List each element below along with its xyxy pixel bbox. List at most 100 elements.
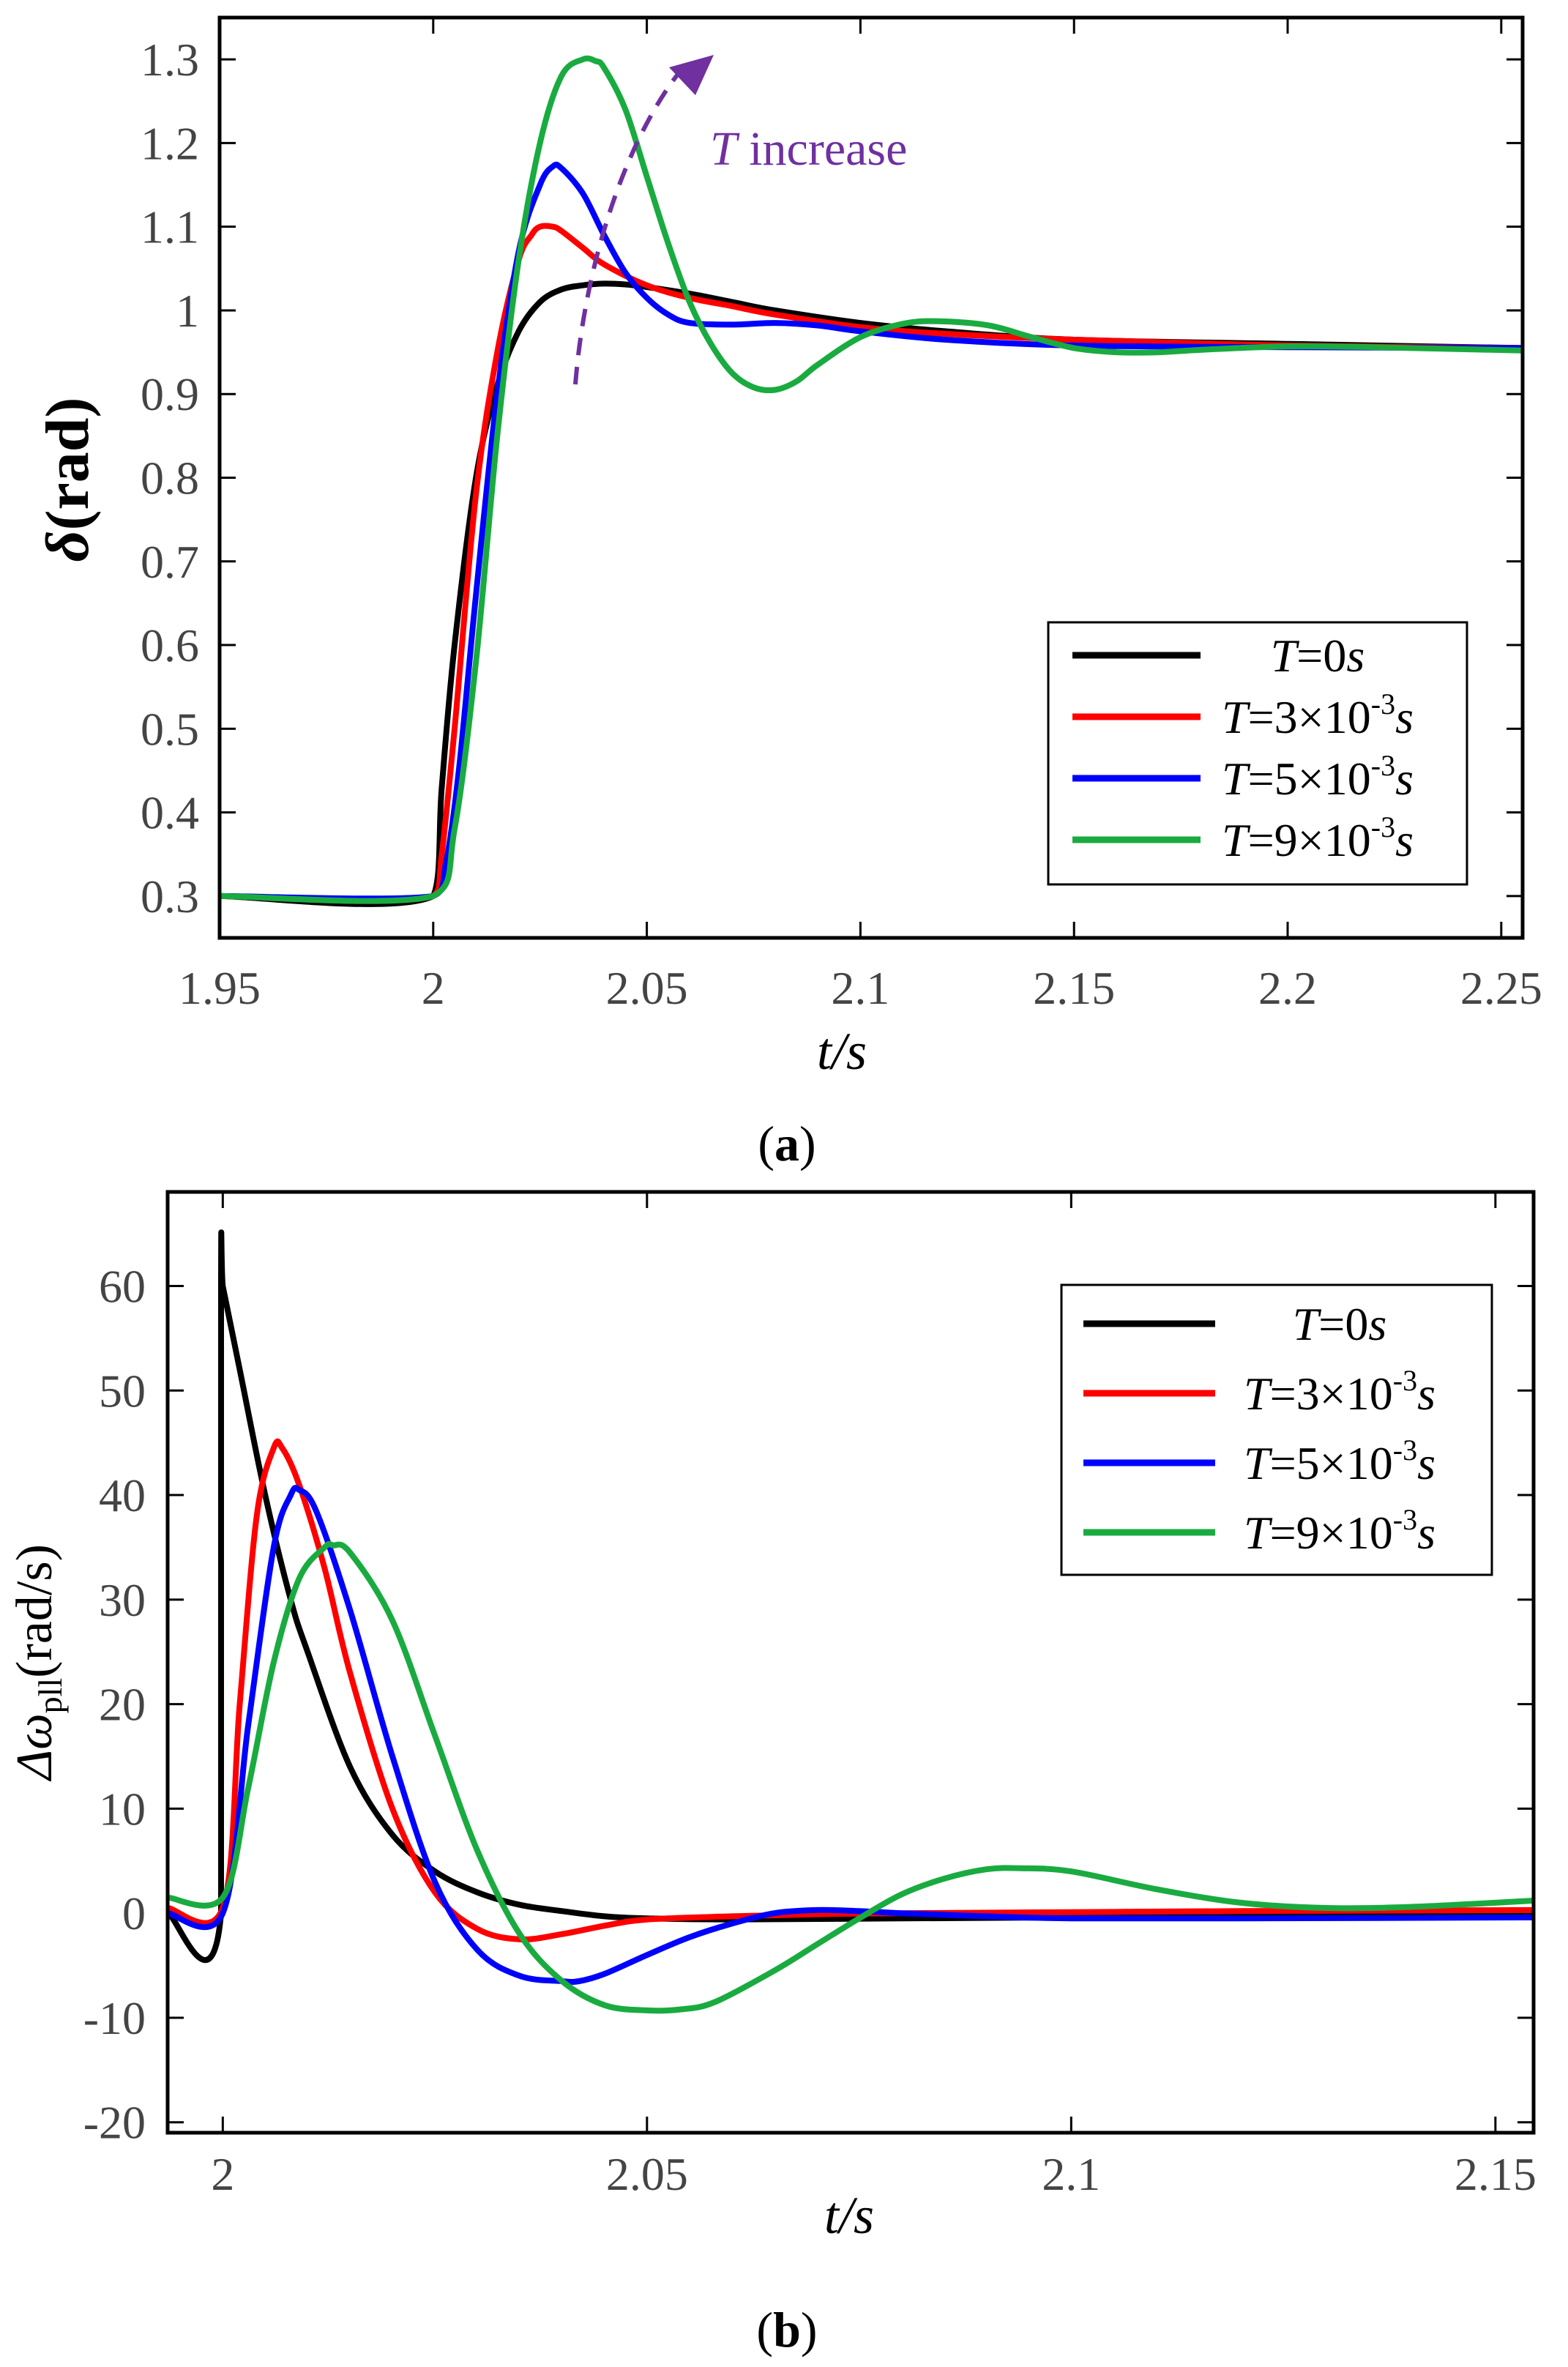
annotation-symbol: T	[710, 122, 740, 176]
y-tick-label: 60	[99, 1261, 146, 1313]
legend-value: =9×10	[1248, 814, 1371, 866]
caption-a: (a)	[758, 1116, 815, 1171]
y-axis-unit-a: (rad)	[34, 398, 102, 531]
y-tick-label: 0.9	[141, 368, 199, 420]
legend-symbol: T	[1244, 1507, 1273, 1559]
legend-symbol: T	[1222, 753, 1251, 805]
legend-value: =3×10	[1270, 1368, 1393, 1420]
series-line-t-9-10-3s	[168, 1540, 1534, 2014]
y-tick-label: 0	[122, 1887, 146, 1939]
series-group-a	[220, 55, 1523, 907]
series-line-t-5-10-3s	[168, 1485, 1534, 1986]
legend-value: =3×10	[1248, 691, 1371, 743]
legend-entry: T=0s	[1293, 1298, 1387, 1350]
y-tick-label: 1.1	[141, 201, 199, 253]
legend-exponent: -3	[1393, 1503, 1417, 1536]
series-line-t-9-10-3s	[220, 55, 1523, 904]
chart-panel-a: 1.95 2 2.05 2.1 2.15 2.2 2.25 0.3 0.4 0.5 0.6 0.7 0.…	[34, 15, 1542, 1171]
legend-entry: T=9×10-3s	[1222, 810, 1414, 866]
x-tick-label: 2.1	[831, 962, 889, 1014]
legend-value: =0	[1318, 1298, 1368, 1350]
series-group-b	[168, 1229, 1534, 2014]
x-tick-label: 2.25	[1460, 962, 1542, 1014]
legend-entry: T=5×10-3s	[1244, 1434, 1436, 1489]
x-tick-label: 2.15	[1033, 962, 1115, 1014]
caption-b-label: b	[773, 2302, 801, 2357]
legend-exponent: -3	[1393, 1434, 1417, 1466]
y-axis-symbol-b: Δω	[7, 1713, 63, 1782]
increase-annotation: T increase	[710, 122, 907, 176]
legend-a: T=0sT=3×10-3sT=5×10-3sT=9×10-3s	[1047, 621, 1468, 886]
y-tick-label: 1.2	[141, 117, 199, 169]
y-tick-label: -10	[83, 1992, 146, 2044]
annotation-text: increase	[737, 122, 908, 176]
y-tick-label: -20	[83, 2097, 146, 2149]
legend-unit: s	[1395, 814, 1414, 866]
y-axis-label-b: Δωpll(rad/s)	[7, 1544, 69, 1782]
increase-arrow	[573, 64, 687, 385]
y-axis-sub-b: pll	[31, 1678, 69, 1714]
tick-labels-b: 2 2.05 2.1 2.15 -20 -10 0 10 20 30 40 50 60	[83, 1261, 1537, 2201]
legend-unit: s	[1417, 1507, 1436, 1559]
plot-frame-b	[165, 1190, 1536, 2135]
y-tick-label: 40	[99, 1469, 146, 1521]
y-tick-label: 0.5	[141, 703, 199, 755]
legend-symbol: T	[1293, 1298, 1322, 1350]
legend-unit: s	[1395, 753, 1414, 805]
legend-b: T=0sT=3×10-3sT=5×10-3sT=9×10-3s	[1060, 1283, 1493, 1576]
y-tick-label: 1	[176, 285, 199, 337]
x-tick-label: 2	[211, 2148, 234, 2200]
legend-symbol: T	[1244, 1368, 1273, 1420]
legend-entry: T=0s	[1271, 630, 1365, 682]
legend-exponent: -3	[1371, 749, 1395, 782]
tick-marks-a	[218, 18, 1523, 938]
y-tick-label: 0.7	[141, 536, 199, 588]
legend-value: =5×10	[1270, 1437, 1393, 1489]
y-axis-unit-b: (rad/s)	[7, 1544, 63, 1678]
x-tick-label: 2.2	[1258, 962, 1317, 1014]
legend-exponent: -3	[1371, 687, 1395, 720]
y-axis-symbol-a: δ	[34, 530, 102, 562]
legend-box-b	[1060, 1283, 1493, 1576]
y-tick-label: 0.8	[141, 452, 199, 504]
legend-entry: T=3×10-3s	[1244, 1364, 1436, 1420]
legend-unit: s	[1395, 691, 1414, 743]
y-tick-label: 10	[99, 1783, 146, 1835]
x-tick-label: 2.05	[606, 962, 688, 1014]
legend-value: =0	[1296, 630, 1346, 682]
x-tick-label: 2.1	[1042, 2148, 1100, 2200]
legend-entry: T=5×10-3s	[1222, 749, 1414, 805]
x-axis-label-a: t/s	[817, 1022, 867, 1081]
legend-symbol: T	[1222, 691, 1251, 743]
caption-a-label: a	[774, 1116, 799, 1171]
y-tick-label: 1.3	[141, 34, 199, 86]
plot-frame-a	[217, 15, 1525, 940]
legend-unit: s	[1368, 1298, 1386, 1350]
legend-entry: T=3×10-3s	[1222, 687, 1414, 743]
tick-labels-a: 1.95 2 2.05 2.1 2.15 2.2 2.25 0.3 0.4 0.5 0.6 0.7 0.…	[141, 34, 1542, 1014]
y-tick-label: 20	[99, 1679, 146, 1731]
legend-entry: T=9×10-3s	[1244, 1503, 1436, 1559]
x-tick-label: 2.15	[1455, 2148, 1537, 2200]
caption-b: (b)	[756, 2302, 817, 2357]
tick-marks-b	[168, 1192, 1534, 2133]
legend-symbol: T	[1244, 1437, 1273, 1489]
y-tick-label: 0.4	[141, 787, 199, 839]
legend-value: =9×10	[1270, 1507, 1393, 1559]
legend-exponent: -3	[1371, 810, 1395, 843]
y-tick-label: 30	[99, 1574, 146, 1626]
legend-unit: s	[1417, 1368, 1436, 1420]
y-tick-label: 0.6	[141, 619, 199, 671]
legend-exponent: -3	[1393, 1364, 1417, 1397]
x-tick-label: 2.05	[606, 2148, 688, 2200]
x-axis-label-b: t/s	[824, 2186, 874, 2245]
increase-arrowhead	[669, 55, 714, 95]
y-tick-label: 0.3	[141, 871, 199, 922]
legend-symbol: T	[1271, 630, 1300, 682]
legend-value: =5×10	[1248, 753, 1371, 805]
x-tick-label: 2	[422, 962, 445, 1014]
legend-unit: s	[1346, 630, 1364, 682]
y-tick-label: 50	[99, 1365, 146, 1417]
